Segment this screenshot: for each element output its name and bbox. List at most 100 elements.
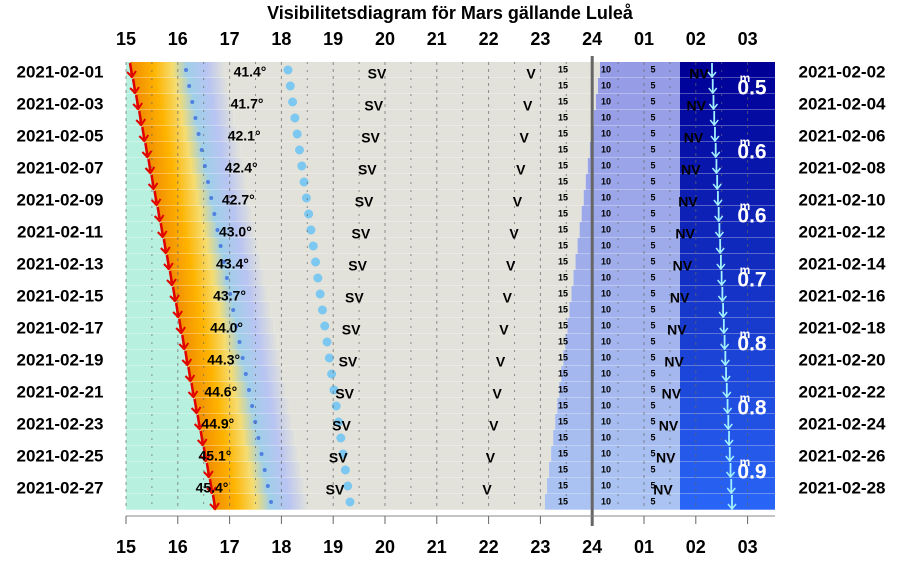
twilight-label: 15	[558, 128, 568, 138]
twilight-label: 15	[558, 432, 568, 442]
right-date: 2021-02-28	[799, 478, 886, 497]
sunset-arrow	[199, 430, 204, 444]
sunset-arrow-head	[169, 294, 180, 303]
sunset-zone	[133, 78, 229, 94]
set-arrow-head	[712, 183, 722, 191]
dark-zone	[680, 334, 775, 350]
dark-zone	[680, 94, 775, 110]
direction-label: SV	[332, 418, 351, 434]
twilight-label: 15	[558, 272, 568, 282]
sunset-arrow-head	[206, 486, 217, 495]
hour-label-top: 24	[582, 29, 602, 49]
night-zone	[249, 190, 584, 206]
background	[125, 62, 775, 511]
right-date: 2021-02-24	[799, 414, 887, 433]
twilight-label: 5	[650, 64, 655, 74]
twilight-label: 10	[601, 176, 611, 186]
dark-zone	[680, 462, 775, 478]
sunset-zone	[157, 206, 253, 222]
set-arrow-head	[725, 455, 735, 463]
sunset-arrow	[190, 382, 195, 396]
mars-dot-small	[240, 356, 245, 360]
set-arrow-head	[724, 439, 734, 447]
day-zone	[126, 446, 204, 462]
twilight-label: 5	[650, 224, 655, 234]
right-date: 2021-02-02	[799, 62, 886, 81]
dark-zone	[680, 78, 775, 94]
direction-label: V	[496, 354, 506, 370]
left-date: 2021-02-17	[17, 318, 104, 337]
mars-dot	[324, 353, 334, 363]
altitude-label: 43.4°	[216, 256, 249, 272]
twilight-zone	[581, 206, 680, 222]
twilight-zone	[561, 366, 680, 382]
hour-label-bottom: 15	[116, 537, 136, 557]
set-arrow-head	[716, 263, 726, 271]
day-zone	[126, 494, 213, 510]
mars-dot	[304, 209, 314, 219]
left-date: 2021-02-19	[17, 350, 104, 369]
dark-zone	[680, 62, 775, 78]
sunset-arrow	[128, 62, 134, 76]
direction-label: V	[499, 322, 509, 338]
night-zone	[304, 478, 548, 494]
sunset-zone	[154, 190, 250, 206]
day-zone	[126, 430, 201, 446]
direction-label: NV	[687, 98, 707, 114]
direction-label: NV	[653, 482, 673, 498]
direction-label: NV	[656, 450, 676, 466]
hour-label-bottom: 02	[686, 537, 706, 557]
sunset-arrow	[165, 254, 171, 268]
twilight-label: 5	[650, 320, 655, 330]
hour-label-top: 23	[530, 29, 550, 49]
day-zone	[126, 174, 152, 190]
twilight-label: 5	[650, 80, 655, 90]
mars-dot	[331, 401, 341, 411]
twilight-zone	[571, 286, 680, 302]
direction-label: NV	[662, 386, 682, 402]
day-zone	[126, 222, 161, 238]
twilight-label: 5	[650, 368, 655, 378]
foreground: 15 10 5 15 10 5 15 10 5 15 10 5 15 10 5 15 10 5 15 10 5 15 10 5…	[17, 29, 887, 557]
twilight-label: 10	[601, 400, 611, 410]
sunset-zone	[185, 350, 281, 366]
twilight-label: 15	[558, 256, 568, 266]
hour-label-top: 03	[738, 29, 758, 49]
direction-label: SV	[355, 194, 374, 210]
set-arrow-head	[720, 359, 730, 367]
mars-dot-small	[187, 84, 192, 88]
direction-label: SV	[368, 66, 387, 82]
sunset-arrow-head	[141, 150, 153, 159]
twilight-label: 15	[558, 176, 568, 186]
hour-label-top: 21	[427, 29, 447, 49]
night-zone	[298, 446, 552, 462]
sunset-zone	[188, 366, 284, 382]
twilight-label: 5	[650, 496, 655, 506]
direction-label: NV	[689, 66, 709, 82]
day-zone	[126, 366, 189, 382]
sunset-arrow	[153, 190, 158, 204]
altitude-label: 45.1°	[198, 448, 231, 464]
sunset-arrow-head	[126, 70, 137, 79]
hour-label-bottom: 17	[220, 537, 240, 557]
mars-dot	[345, 497, 355, 507]
direction-label: SV	[364, 98, 383, 114]
sunset-arrow	[162, 238, 168, 252]
twilight-label: 5	[650, 176, 655, 186]
twilight-zone	[565, 334, 680, 350]
sunset-arrow-head	[150, 198, 162, 207]
direction-label: NV	[667, 322, 687, 338]
altitude-label: 45.4°	[196, 480, 229, 496]
mars-dot-small	[224, 276, 229, 280]
sunset-arrow	[159, 222, 164, 236]
altitude-label: 44.9°	[201, 416, 234, 432]
day-zone	[126, 382, 192, 398]
twilight-label: 10	[601, 112, 611, 122]
mars-dot-small	[206, 180, 211, 184]
direction-label: NV	[673, 258, 693, 274]
day-zone	[126, 270, 170, 286]
sunset-arrow	[177, 318, 183, 332]
mars-dot	[288, 97, 298, 107]
sunset-zone	[169, 270, 265, 286]
left-date: 2021-02-05	[17, 126, 104, 145]
